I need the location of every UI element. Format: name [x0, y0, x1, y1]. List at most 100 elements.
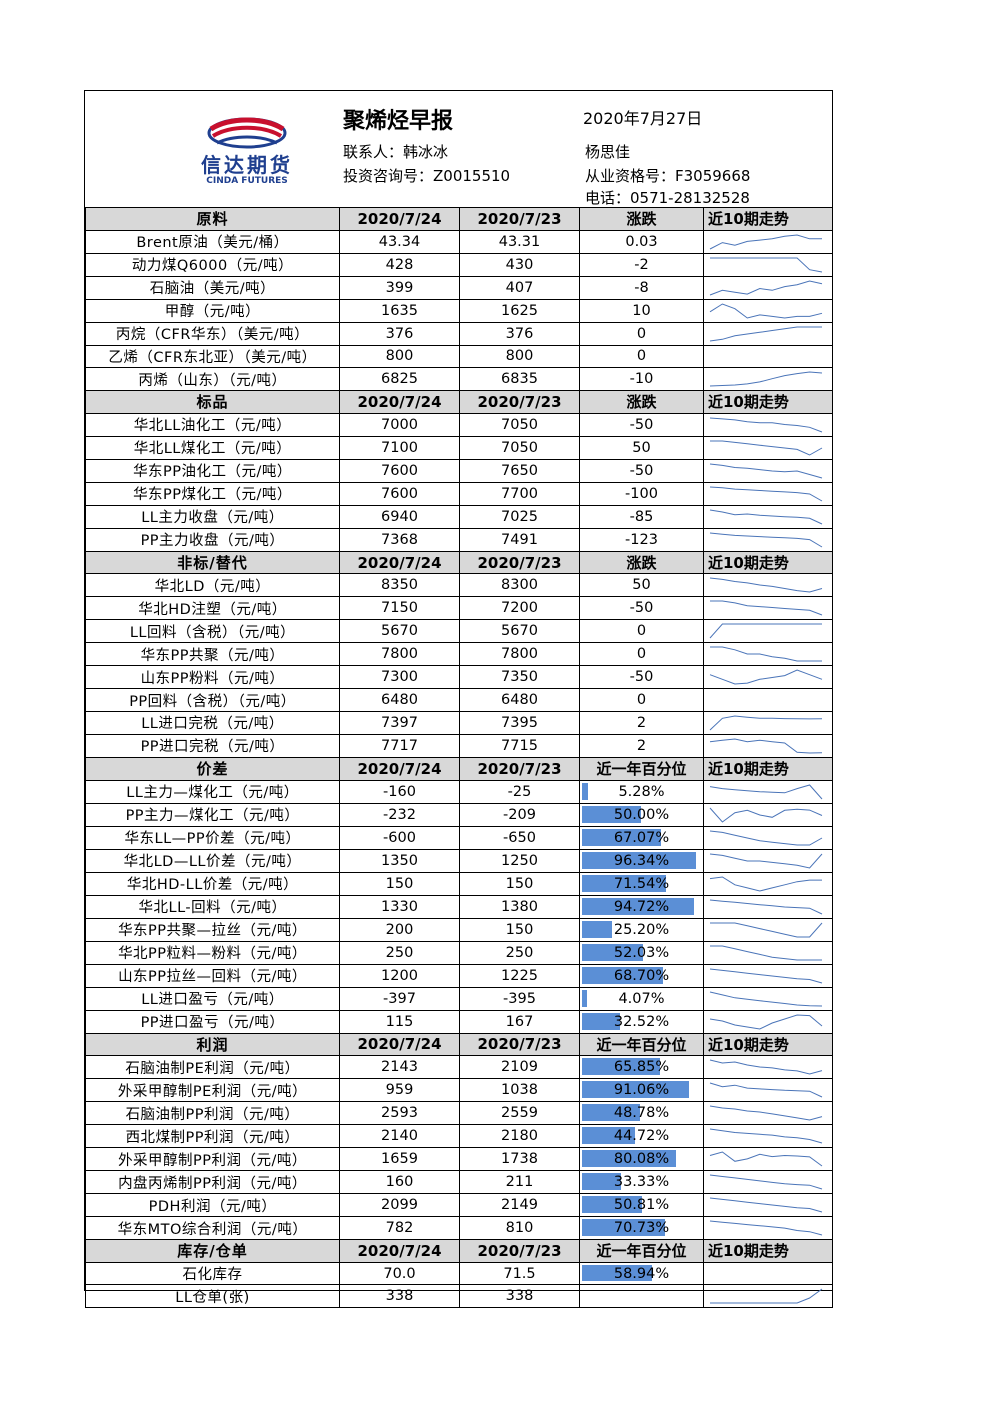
value-previous: 2149	[459, 1193, 580, 1218]
change-value-text: -8	[634, 279, 649, 296]
item-name-text: 华东LL—PP价差（元/吨）	[124, 831, 301, 848]
sparkline-chart	[710, 945, 822, 961]
item-name-text: 山东PP粉料（元/吨）	[140, 670, 285, 687]
sparkline-cell	[703, 619, 833, 644]
value-previous: 7800	[459, 642, 580, 667]
value-previous-text: 150	[505, 875, 534, 892]
table-row: 华北LL煤化工（元/吨） 7100 7050 50	[85, 435, 833, 460]
value-current-text: 338	[385, 1288, 414, 1305]
change-value-text: 0	[636, 623, 647, 640]
sparkline-line	[709, 991, 823, 1007]
value-current: 959	[339, 1078, 460, 1103]
sparkline-cell	[703, 1078, 833, 1103]
value-previous-text: 7050	[501, 439, 538, 456]
value-previous-text: 2149	[501, 1197, 538, 1214]
date-col-2: 2020/7/23	[459, 550, 580, 575]
value-current: 115	[339, 1009, 460, 1034]
trend-col-header: 近10期走势	[703, 207, 833, 231]
sparkline-line	[709, 876, 822, 892]
value-previous-text: 2559	[501, 1105, 538, 1122]
change-value-text: 50	[632, 577, 651, 594]
value-current: -160	[339, 779, 460, 804]
change-col-header-label: 近一年百分位	[596, 1242, 687, 1261]
value-current-text: 70.0	[383, 1265, 416, 1282]
table-row: 石脑油制PP利润（元/吨） 2593 2559 48.78%	[85, 1101, 833, 1126]
svg-text:CINDA FUTURES: CINDA FUTURES	[206, 176, 288, 186]
change-value: -50	[579, 596, 704, 621]
sparkline-line	[709, 1220, 823, 1236]
date-col-2: 2020/7/23	[459, 207, 580, 231]
item-name: LL回料（含税）（元/吨）	[85, 619, 340, 644]
trend-col-header: 近10期走势	[703, 1032, 833, 1057]
section-title-label: 非标/替代	[177, 554, 248, 573]
sparkline-cell	[703, 252, 833, 277]
item-name: 华东PP共聚（元/吨）	[85, 642, 340, 667]
value-previous-text: 7700	[501, 485, 538, 502]
change-col-header-label: 近一年百分位	[596, 760, 687, 779]
date-col-2-label: 2020/7/23	[477, 392, 562, 411]
value-previous-text: 1250	[501, 852, 538, 869]
change-col-header: 涨跌	[579, 390, 704, 414]
sparkline-line	[709, 1082, 823, 1098]
value-previous-text: 7025	[501, 508, 538, 525]
value-previous: 211	[459, 1170, 580, 1195]
item-name-text: 华北LD（元/吨）	[154, 578, 271, 595]
value-previous: 338	[459, 1284, 580, 1309]
value-current-text: 7300	[381, 669, 418, 686]
sparkline-cell	[703, 367, 833, 392]
percentile-cell-text: 44.72%	[613, 1128, 670, 1145]
trend-col-header-label: 近10期走势	[708, 1242, 789, 1261]
sparkline-chart	[709, 463, 823, 479]
table-row: 华北LL-回料（元/吨） 1330 1380 94.72%	[85, 894, 833, 919]
item-name-text: PP主力收盘（元/吨）	[140, 533, 285, 550]
value-current-text: 1350	[381, 852, 418, 869]
value-current: 2143	[339, 1055, 460, 1080]
table-row: PP进口盈亏（元/吨） 115 167 32.52%	[85, 1009, 833, 1034]
change-value-text: 50	[632, 439, 651, 456]
value-current: 6825	[339, 367, 460, 392]
sparkline-cell	[703, 733, 833, 758]
value-previous-text: 71.5	[503, 1265, 536, 1282]
item-name: 石化库存	[85, 1261, 340, 1286]
table-row: LL主力收盘（元/吨） 6940 7025 -85	[85, 504, 833, 529]
value-previous: 8300	[459, 573, 580, 598]
sparkline-cell	[703, 1101, 833, 1126]
sparkline-line	[710, 600, 823, 616]
value-current-text: 782	[385, 1220, 414, 1237]
value-previous: 1038	[459, 1078, 580, 1103]
item-name-text: 丙烷（CFR华东）（美元/吨）	[115, 327, 310, 344]
percentile-bar	[582, 1058, 660, 1076]
value-current-text: 7397	[381, 714, 418, 731]
change-value-text: -50	[629, 416, 654, 433]
sparkline-chart	[709, 234, 822, 250]
sparkline-chart	[709, 509, 823, 525]
date-col-2-label: 2020/7/23	[477, 553, 562, 572]
change-col-header: 涨跌	[579, 550, 704, 575]
value-current-text: 428	[385, 256, 414, 273]
item-name-text: 外采甲醇制PE利润（元/吨）	[117, 1083, 308, 1100]
value-current: 7300	[339, 665, 460, 690]
percentile-cell-text: 58.94%	[613, 1265, 670, 1282]
item-name: LL进口完税（元/吨）	[85, 710, 340, 735]
contact-person: 联系人：韩冰冰	[343, 143, 449, 161]
value-previous-text: 338	[505, 1288, 534, 1305]
sparkline-cell	[703, 1170, 833, 1195]
sparkline-line	[709, 783, 823, 799]
percentile-cell: 96.34%	[579, 848, 704, 873]
change-value-text: 2	[636, 714, 647, 731]
value-previous: 2109	[459, 1055, 580, 1080]
section-title: 价差	[85, 756, 340, 781]
item-name: PDH利润（元/吨）	[85, 1193, 340, 1218]
value-previous: 810	[459, 1216, 580, 1241]
value-current: 782	[339, 1216, 460, 1241]
change-col-header: 近一年百分位	[579, 1032, 704, 1057]
date-col-1: 2020/7/24	[339, 390, 460, 414]
value-current-text: 399	[385, 279, 414, 296]
value-previous: 7700	[459, 481, 580, 506]
sparkline-chart	[709, 1174, 823, 1190]
sparkline-line	[709, 417, 823, 433]
percentile-cell-text: 68.70%	[613, 967, 670, 984]
date-col-1: 2020/7/24	[339, 756, 460, 781]
item-name-text: 乙烯（CFR东北亚）（美元/吨）	[108, 349, 317, 366]
sparkline-chart	[709, 899, 823, 915]
